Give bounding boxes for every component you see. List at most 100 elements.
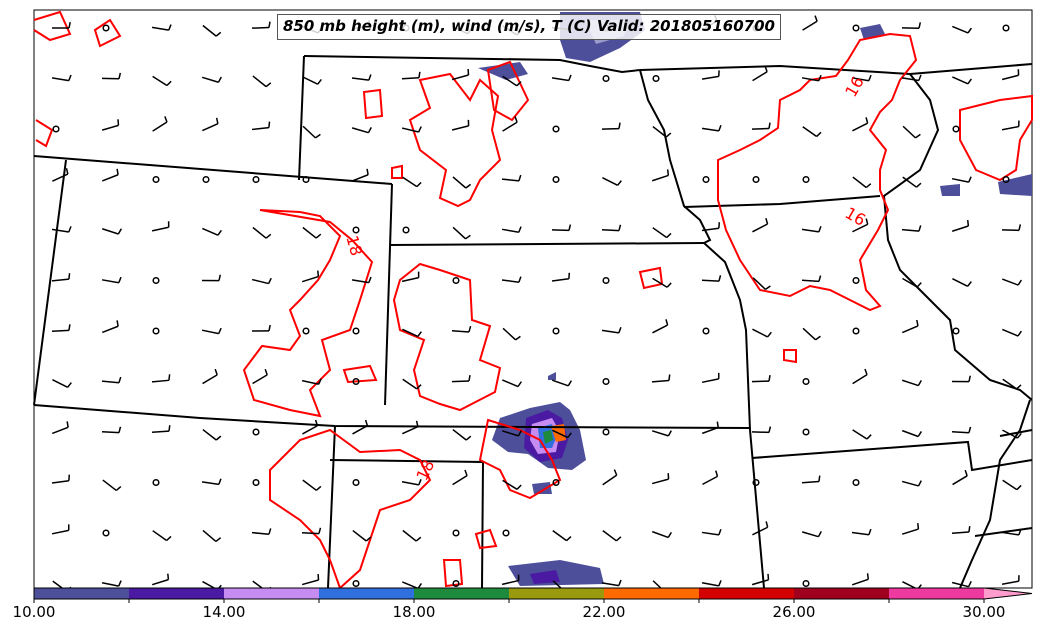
wind-barb <box>652 227 672 239</box>
colorbar-extend-arrow <box>984 588 1032 599</box>
calm-wind-circle <box>552 478 560 487</box>
wind-barb <box>502 75 522 87</box>
wind-barb <box>352 168 369 182</box>
wind-barb <box>201 274 222 282</box>
calm-wind-circle <box>52 125 60 133</box>
isotherm-mo-small <box>783 349 797 364</box>
wind-barb <box>202 117 219 132</box>
isotherm-ne-nebraska <box>408 72 502 208</box>
isotherm-ok-panhandle <box>478 418 562 500</box>
wind-barb <box>501 226 522 233</box>
wind-barb <box>601 122 621 130</box>
calm-wind-circle <box>252 428 260 436</box>
wind-barb <box>1001 278 1023 286</box>
colorbar <box>33 587 1033 603</box>
boundary-ut-co <box>33 159 67 406</box>
calm-wind-circle <box>252 478 260 487</box>
calm-wind-circle <box>302 175 310 184</box>
wind-barb <box>602 177 622 186</box>
colorbar-segment <box>889 588 984 599</box>
wind-barb <box>501 574 520 586</box>
calm-wind-circle <box>602 74 610 83</box>
colorbar-tick-label: 18.00 <box>392 603 436 621</box>
wind-barb <box>51 226 72 233</box>
wind-barb <box>752 65 768 82</box>
wind-barb <box>1001 575 1020 585</box>
wind-barb <box>451 119 470 131</box>
wind-barb <box>302 125 321 139</box>
calm-wind-circle <box>352 579 360 588</box>
wind-barb <box>401 271 420 283</box>
calm-wind-circle <box>402 226 410 234</box>
calm-wind-circle <box>952 125 960 133</box>
calm-wind-circle <box>702 327 710 335</box>
calm-wind-circle <box>302 327 310 335</box>
wind-barb <box>501 174 522 182</box>
wind-barb <box>502 327 521 341</box>
isotherm-ks-small-2 <box>391 164 403 179</box>
calm-wind-circle <box>152 175 160 184</box>
wind-barb <box>601 579 622 587</box>
wind-barb <box>901 429 923 438</box>
wind-barb <box>951 219 970 232</box>
shade-sw-ok <box>548 372 556 380</box>
map-frame <box>33 9 1033 589</box>
wind-barb <box>852 176 872 189</box>
wind-barb <box>751 375 771 383</box>
calm-wind-circle <box>202 175 210 184</box>
wind-barb <box>1001 69 1020 81</box>
wind-barb <box>651 169 670 182</box>
calm-wind-circle <box>1002 175 1010 184</box>
wind-barbs <box>51 15 1023 594</box>
wind-barb <box>51 524 70 535</box>
wind-barb <box>652 125 672 138</box>
wind-barb <box>601 224 622 232</box>
calm-wind-circle <box>452 529 460 537</box>
wind-barb <box>151 24 172 31</box>
wind-barb <box>701 528 722 536</box>
wind-barb <box>51 324 71 332</box>
wind-barb <box>402 176 422 188</box>
wind-barb <box>901 480 922 487</box>
wind-barb <box>802 327 821 341</box>
wind-barb <box>752 328 772 338</box>
wind-barb <box>752 521 769 536</box>
wind-barb <box>351 127 372 134</box>
wind-barb <box>901 225 922 232</box>
wind-barb <box>201 478 222 486</box>
calm-wind-circle <box>802 175 810 184</box>
wind-barb <box>101 119 120 131</box>
wind-barb <box>902 176 922 188</box>
isotherm-ks-big <box>392 262 502 412</box>
wind-barb <box>501 276 522 283</box>
colorbar-tick-label: 22.00 <box>582 603 626 621</box>
wind-barb <box>952 278 972 287</box>
wind-barb <box>402 328 422 338</box>
wind-barb <box>451 374 471 383</box>
wind-barb <box>751 122 771 130</box>
colorbar-tick-label: 30.00 <box>962 603 1006 621</box>
wind-barb <box>101 376 122 384</box>
wind-barb <box>202 227 222 236</box>
wind-barb <box>102 320 119 334</box>
calm-wind-circle <box>552 327 560 335</box>
wind-barb <box>751 573 770 586</box>
wind-barb <box>951 525 971 535</box>
boundary-nm-tx-pan <box>327 425 336 589</box>
wind-barb <box>951 176 972 183</box>
boundary-co-east <box>384 183 393 406</box>
wind-barb <box>352 419 369 435</box>
wind-barb <box>402 420 419 435</box>
calm-wind-circle <box>502 529 510 537</box>
wind-barb <box>802 126 822 138</box>
wind-barb <box>302 479 322 491</box>
wind-barb <box>602 530 622 542</box>
wind-barb <box>51 22 71 29</box>
wind-barb <box>901 379 922 387</box>
wind-barb <box>151 374 171 383</box>
calm-wind-circle <box>702 175 710 184</box>
wind-barb <box>102 479 122 492</box>
wind-barb <box>452 226 471 240</box>
wind-barb <box>251 324 271 332</box>
wind-barb <box>802 15 818 31</box>
